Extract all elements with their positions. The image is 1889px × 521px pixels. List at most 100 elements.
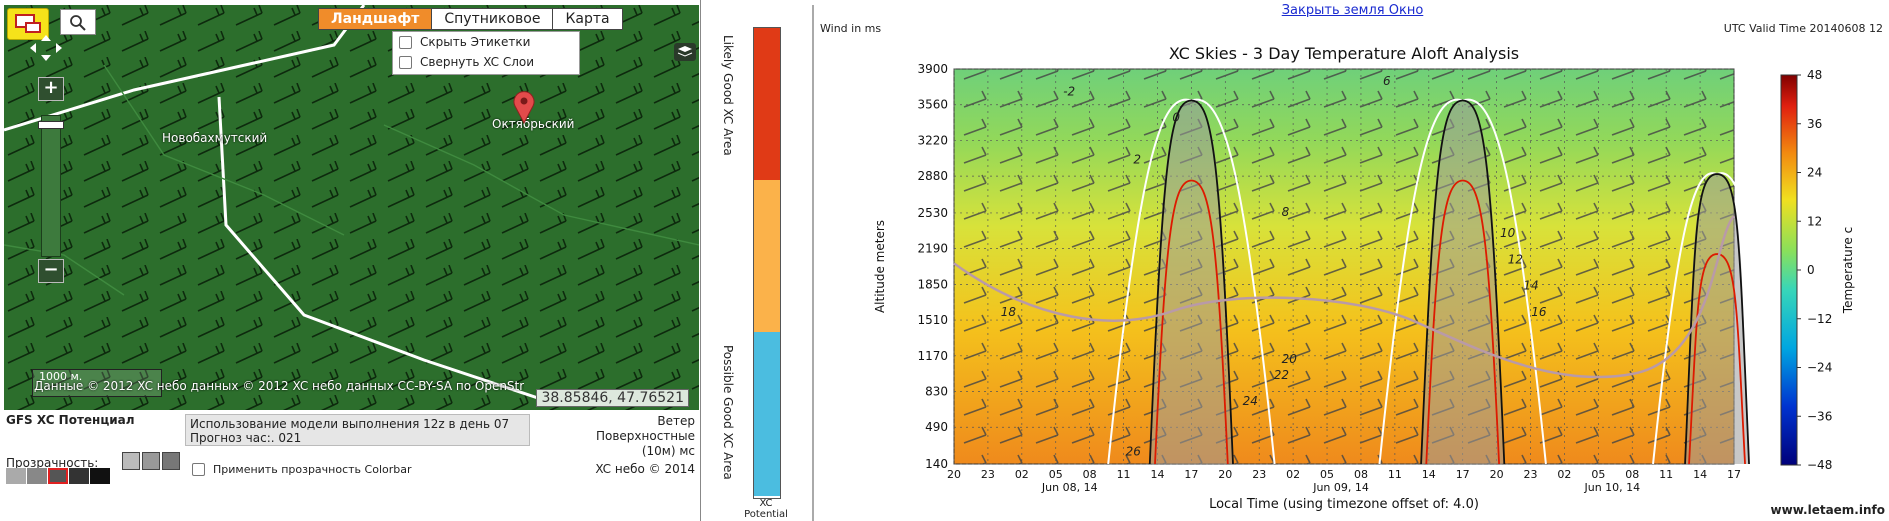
x-tick-label: 05 (1591, 468, 1605, 481)
apply-colorbar-checkbox[interactable] (192, 463, 205, 476)
wind-legend-label: Ветер Поверхностные (10м) мс (595, 414, 695, 458)
colorbar-tick-label: 36 (1807, 117, 1822, 131)
zoom-slider-handle[interactable] (38, 121, 64, 129)
thermal-height-line (1688, 253, 1746, 465)
pan-control[interactable] (16, 35, 76, 73)
y-tick-label: 830 (925, 385, 948, 399)
colorbar (1780, 74, 1798, 466)
y-tick-label: 490 (925, 420, 948, 434)
close-window-link[interactable]: Закрыть земля Окно (1281, 3, 1424, 18)
x-tick-label: 17 (1727, 468, 1741, 481)
cloud-band (1685, 174, 1750, 464)
y-tick-label: 3220 (917, 133, 948, 147)
contour-label: -2 (1063, 84, 1075, 98)
zoom-slider[interactable] (38, 115, 64, 257)
layers-icon (677, 46, 693, 57)
possible-good-segment (754, 332, 780, 496)
tab-landscape[interactable]: Ландшафт (318, 8, 433, 30)
wind-barbs (954, 69, 1734, 464)
x-tick-label: 14 (1150, 468, 1164, 481)
hide-labels-label: Скрыть Этикетки (420, 35, 531, 49)
transparency-preset[interactable] (162, 452, 180, 470)
monitor-icon (15, 14, 41, 33)
x-tick-label: 23 (1252, 468, 1266, 481)
y-tick-label: 2880 (917, 169, 948, 183)
collapse-layers-option[interactable]: Свернуть XC Слои (393, 52, 579, 72)
tab-satellite[interactable]: Спутниковое (431, 8, 554, 30)
chart-title: XC Skies - 3 Day Temperature Aloft Analy… (1169, 44, 1519, 63)
xc-potential-legend: Likely Good XC Area Possible Good XC Are… (703, 5, 793, 521)
likely-good-label: Likely Good XC Area (721, 35, 735, 156)
colorbar-tick-label: 48 (1807, 68, 1822, 82)
contour-label: 2 (1133, 153, 1141, 167)
search-icon (70, 15, 86, 31)
copyright: XC небо © 2014 (595, 462, 695, 476)
zoom-in-button[interactable]: + (38, 77, 64, 101)
x-tick-label: 11 (1388, 468, 1402, 481)
xc-potential-colorbar (753, 27, 781, 499)
contour-label: 16 (1531, 305, 1547, 319)
contour-label: 24 (1243, 394, 1258, 408)
x-tick-label: 23 (981, 468, 995, 481)
x-tick-label: 14 (1693, 468, 1707, 481)
x-tick-label: 11 (1659, 468, 1673, 481)
y-tick-label: 1850 (917, 277, 948, 291)
temperature-aloft-chart: XC Skies - 3 Day Temperature Aloft Analy… (873, 44, 1855, 512)
dewpoint-line (953, 215, 1735, 379)
model-info: Использование модели выполнения 12z в де… (185, 414, 530, 446)
hide-labels-option[interactable]: Скрыть Этикетки (393, 32, 579, 52)
transparency-level[interactable] (6, 468, 26, 484)
cursor-coordinates: 38.85846, 47.76521 (536, 389, 689, 407)
thermal-height-line (1154, 179, 1229, 465)
transparency-preset[interactable] (122, 452, 140, 470)
search-button[interactable] (60, 9, 96, 35)
zoom-out-button[interactable]: − (38, 259, 64, 283)
x-tick-label: 05 (1049, 468, 1063, 481)
colorbar-label: Temperature c (1841, 227, 1855, 314)
wind-units: Wind in ms (820, 22, 882, 35)
xc-potential-footer: XC Potential (744, 498, 788, 520)
contour-label: 26 (1126, 445, 1142, 459)
contour-label: 18 (1001, 305, 1017, 319)
transparency-level[interactable] (27, 468, 47, 484)
hide-labels-checkbox[interactable] (399, 35, 412, 49)
transparency-level[interactable] (69, 468, 89, 484)
date-label: Jun 08, 14 (1041, 481, 1098, 494)
collapse-layers-checkbox[interactable] (399, 55, 412, 69)
transparency-levels (6, 468, 110, 484)
colorbar-tick-label: 12 (1807, 214, 1822, 228)
thermal-height-line (1425, 179, 1500, 465)
place-label: Новобахмутский (162, 131, 268, 145)
x-tick-label: 08 (1354, 468, 1368, 481)
plot-panel: Закрыть земля Окно Wind in ms UTC Valid … (812, 3, 1889, 521)
map-panel: Ландшафт Спутниковое Карта Скрыть Этикет… (0, 0, 701, 521)
transparency-level[interactable] (90, 468, 110, 484)
map-title: GFS XC Потенциал (6, 413, 135, 427)
layer-switcher-button[interactable] (7, 8, 49, 40)
possible-good-label-wrap: Possible Good XC Area (703, 345, 753, 495)
x-tick-label: 02 (1557, 468, 1571, 481)
x-tick-label: 11 (1117, 468, 1131, 481)
y-tick-label: 3900 (917, 62, 948, 76)
apply-colorbar-option[interactable]: Применить прозрачность Colorbar (192, 463, 412, 476)
close-window-link-wrap: Закрыть земля Окно (814, 3, 1889, 18)
x-tick-label: 02 (1286, 468, 1300, 481)
x-tick-label: 17 (1184, 468, 1198, 481)
contour-label: 12 (1508, 252, 1523, 266)
transparency-preset[interactable] (142, 452, 160, 470)
apply-colorbar-label: Применить прозрачность Colorbar (213, 463, 412, 476)
layers-button[interactable] (674, 43, 696, 61)
cloud-band (1149, 100, 1233, 464)
transparency-level-selected[interactable] (48, 468, 68, 484)
map-view[interactable]: Ландшафт Спутниковое Карта Скрыть Этикет… (4, 5, 699, 410)
thermal-top-line (1420, 99, 1506, 465)
x-tick-label: 23 (1524, 468, 1538, 481)
x-tick-label: 14 (1422, 468, 1436, 481)
map-terrain (4, 5, 699, 410)
y-tick-label: 2530 (917, 206, 948, 220)
contour-label: 10 (1500, 226, 1516, 240)
tab-map[interactable]: Карта (552, 8, 623, 30)
location-marker[interactable] (512, 90, 536, 127)
contour-label: 22 (1274, 368, 1289, 382)
thermal-top-line (1684, 173, 1750, 465)
